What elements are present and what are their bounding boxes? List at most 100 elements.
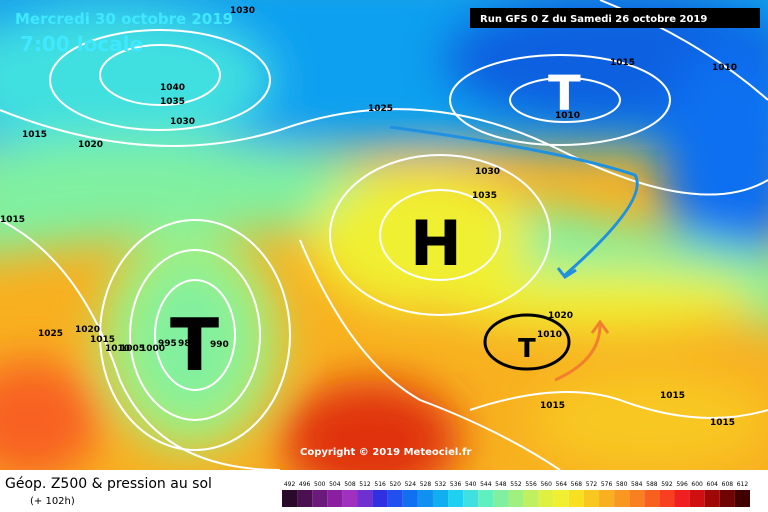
arrows — [389, 125, 639, 382]
scale-swatch — [719, 490, 735, 507]
isobar-label: 1015 — [660, 391, 685, 401]
scale-label: 608 — [722, 481, 734, 488]
scale-swatch — [553, 490, 569, 507]
scale-label: 596 — [676, 481, 688, 488]
scale-label: 540 — [465, 481, 477, 488]
scale-label: 496 — [299, 481, 311, 488]
scale-swatch — [629, 490, 645, 507]
isobar-label: 1030 — [170, 117, 195, 127]
run-info: Run GFS 0 Z du Samedi 26 octobre 2019 — [480, 14, 707, 25]
scale-label: 520 — [389, 481, 401, 488]
scale-swatch — [508, 490, 524, 507]
isobar-label: 1010 — [555, 111, 580, 121]
scale-swatch — [704, 490, 720, 507]
isobar-label: 1040 — [160, 83, 185, 93]
isobar-label: 1005 — [120, 344, 145, 354]
scale-label: 584 — [631, 481, 643, 488]
pressure-system: T — [170, 303, 219, 387]
isobar-label: 1015 — [90, 335, 115, 345]
isobar-label: 1010 — [712, 63, 737, 73]
scale-label: 508 — [344, 481, 356, 488]
scale-swatch — [327, 490, 343, 507]
scale-swatch — [493, 490, 509, 507]
isobar-label: 1025 — [368, 104, 393, 114]
map-time: 7:00 locale — [20, 32, 143, 56]
scale-swatch — [342, 490, 358, 507]
scale-swatch — [387, 490, 403, 507]
isobar-label: 1015 — [540, 401, 565, 411]
scale-label: 588 — [646, 481, 658, 488]
scale-label: 564 — [556, 481, 568, 488]
scale-label: 548 — [495, 481, 507, 488]
scale-swatch — [659, 490, 675, 507]
isobar-label: 1035 — [160, 97, 185, 107]
scale-label: 504 — [329, 481, 341, 488]
isobar-label: 1025 — [38, 329, 63, 339]
scale-label: 572 — [586, 481, 598, 488]
scale-swatch — [538, 490, 554, 507]
isobar-label: 1020 — [78, 140, 103, 150]
scale-label: 516 — [374, 481, 386, 488]
isobar-label: 1015 — [610, 58, 635, 68]
scale-label: 532 — [435, 481, 447, 488]
scale-label: 568 — [571, 481, 583, 488]
isobar-label: 1035 — [472, 191, 497, 201]
legend-title: Géop. Z500 & pression au sol — [5, 476, 212, 492]
scale-label: 580 — [616, 481, 628, 488]
isobar-label: 1015 — [710, 418, 735, 428]
isobar-label: 1030 — [230, 6, 255, 16]
isobar-label: 1020 — [75, 325, 100, 335]
scale-swatch — [614, 490, 630, 507]
scale-swatch — [402, 490, 418, 507]
scale-label: 500 — [314, 481, 326, 488]
scale-label: 592 — [661, 481, 673, 488]
isobar-label: 1010 — [537, 330, 562, 340]
scale-label: 552 — [510, 481, 522, 488]
pressure-system: T — [518, 334, 536, 364]
isobars — [0, 0, 768, 451]
scale-label: 544 — [480, 481, 492, 488]
copyright: Copyright © 2019 Meteociel.fr — [300, 447, 471, 458]
scale-swatch — [599, 490, 615, 507]
scale-label: 492 — [284, 481, 296, 488]
scale-swatch — [297, 490, 313, 507]
isobar-label: 985 — [178, 339, 197, 349]
scale-label: 612 — [737, 481, 749, 488]
scale-swatch — [689, 490, 705, 507]
pressure-system: H — [410, 207, 462, 280]
scale-swatch — [734, 490, 750, 507]
scale-swatch — [448, 490, 464, 507]
scale-swatch — [282, 490, 298, 507]
scale-swatch — [432, 490, 449, 507]
scale-label: 528 — [420, 481, 432, 488]
scale-label: 556 — [525, 481, 537, 488]
scale-swatch — [644, 490, 660, 507]
scale-swatch — [372, 490, 388, 507]
pressure-system: T — [548, 66, 581, 122]
scale-swatch — [357, 490, 373, 507]
scale-label: 600 — [691, 481, 703, 488]
scale-label: 524 — [405, 481, 417, 488]
isobar-label: 1030 — [475, 167, 500, 177]
map-date: Mercredi 30 octobre 2019 — [15, 10, 233, 28]
scale-label: 604 — [707, 481, 719, 488]
scale-swatch — [478, 490, 494, 507]
scale-swatch — [583, 490, 600, 507]
isobar-label: 1015 — [22, 130, 47, 140]
run-box — [470, 8, 760, 28]
isobar-label: 995 — [158, 339, 177, 349]
legend-lead: (+ 102h) — [30, 496, 75, 507]
scale-label: 560 — [540, 481, 552, 488]
scale-label: 536 — [450, 481, 462, 488]
scale-swatch — [463, 490, 479, 507]
scale-swatch — [312, 490, 328, 507]
scale-swatch — [417, 490, 433, 507]
scale-swatch — [568, 490, 584, 507]
scale-swatch — [674, 490, 690, 507]
scale-label: 576 — [601, 481, 613, 488]
isobar-label: 1020 — [548, 311, 573, 321]
scale-swatch — [523, 490, 539, 507]
isobar-label: 1000 — [140, 344, 165, 354]
isobar-label: 1015 — [0, 215, 25, 225]
